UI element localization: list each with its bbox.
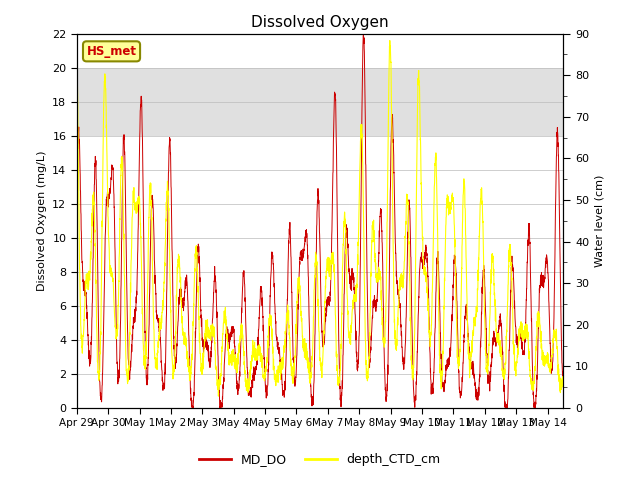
- Title: Dissolved Oxygen: Dissolved Oxygen: [251, 15, 389, 30]
- Y-axis label: Dissolved Oxygen (mg/L): Dissolved Oxygen (mg/L): [36, 151, 47, 291]
- Legend: MD_DO, depth_CTD_cm: MD_DO, depth_CTD_cm: [195, 448, 445, 471]
- Y-axis label: Water level (cm): Water level (cm): [595, 175, 605, 267]
- Text: HS_met: HS_met: [86, 45, 136, 58]
- Bar: [77, 68, 563, 136]
